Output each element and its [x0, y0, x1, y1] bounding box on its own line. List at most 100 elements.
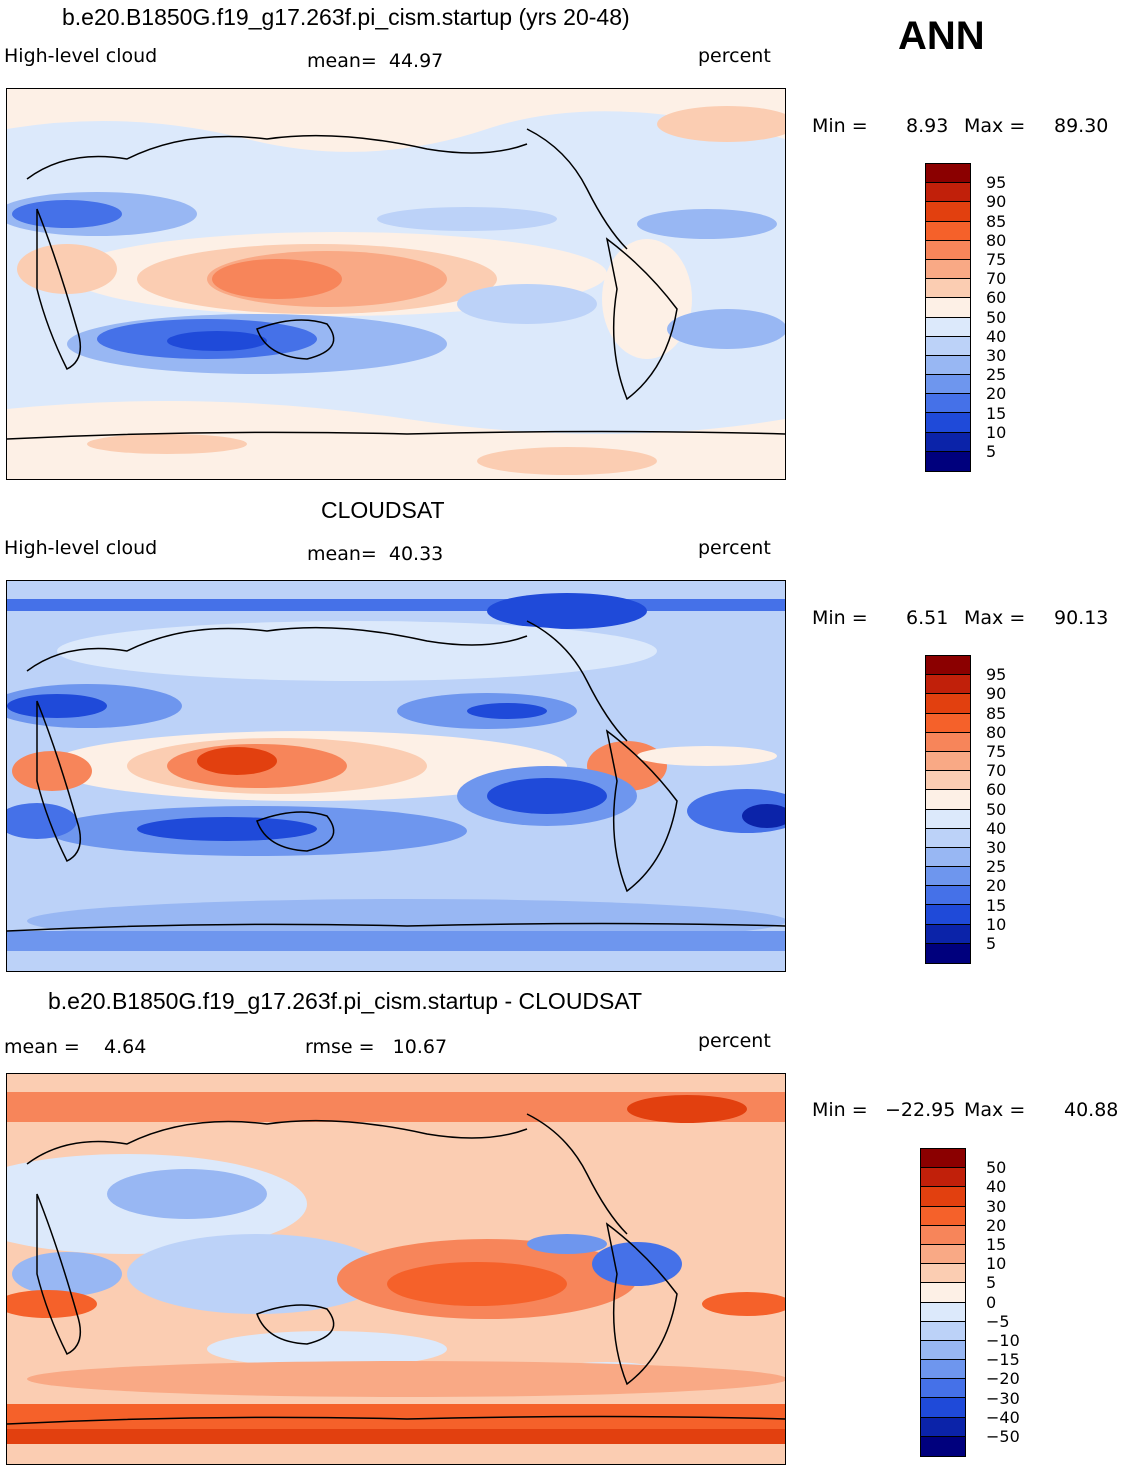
- colorbar-swatch: [926, 164, 970, 184]
- panel1-max-value: 89.30: [1054, 115, 1109, 137]
- panel2-max-value: 90.13: [1054, 607, 1109, 629]
- colorbar-tick-label: 95: [986, 173, 1007, 193]
- panel2-variable-label: High-level cloud: [4, 537, 158, 559]
- colorbar-swatch: [921, 1149, 965, 1169]
- colorbar-swatch: [926, 298, 970, 318]
- colorbar-swatch: [926, 694, 970, 714]
- panel3-max-value: 40.88: [1064, 1099, 1119, 1121]
- colorbar-swatch: [921, 1244, 965, 1265]
- colorbar-tick-label: 60: [986, 288, 1007, 308]
- colorbar-tick-label: 95: [986, 665, 1007, 685]
- colorbar-swatch: [926, 713, 970, 733]
- panel1-max-label: Max =: [964, 115, 1026, 137]
- colorbar-tick-label: 40: [986, 818, 1007, 838]
- panel3-min-value: −22.95: [885, 1099, 956, 1121]
- colorbar-swatch: [921, 1417, 965, 1437]
- colorbar-swatch: [926, 221, 970, 241]
- colorbar-tick-label: 50: [986, 799, 1007, 819]
- panel2-min-label: Min =: [812, 607, 868, 629]
- panel2-max-label: Max =: [964, 607, 1026, 629]
- colorbar-swatch: [926, 451, 970, 471]
- colorbar-tick-label: 50: [986, 307, 1007, 327]
- colorbar-tick-label: 0: [986, 1292, 997, 1312]
- panel3-mean-label: mean = 4.64: [4, 1036, 147, 1058]
- colorbar-swatch: [921, 1321, 965, 1341]
- colorbar-tick-label: 80: [986, 722, 1007, 742]
- colorbar-swatch: [926, 867, 970, 887]
- colorbar-swatch: [926, 943, 970, 963]
- colorbar-tick-label: −10: [986, 1331, 1020, 1350]
- colorbar-tick-label: 40: [986, 326, 1007, 346]
- panel3-title: b.e20.B1850G.f19_g17.263f.pi_cism.startu…: [48, 988, 643, 1014]
- panel1-map: [6, 88, 786, 480]
- panel3-map: [6, 1073, 786, 1465]
- colorbar-swatch: [921, 1360, 965, 1380]
- colorbar-swatch: [921, 1264, 965, 1284]
- colorbar-tick-label: 85: [986, 703, 1007, 723]
- colorbar-swatch: [926, 886, 970, 906]
- colorbar-tick-label: 85: [986, 211, 1007, 231]
- colorbar-tick-label: 10: [986, 422, 1007, 442]
- colorbar-tick-label: 15: [986, 895, 1007, 915]
- colorbar-swatch: [921, 1187, 965, 1207]
- colorbar-tick-label: 5: [986, 1273, 997, 1293]
- colorbar-swatch: [926, 675, 970, 695]
- colorbar-tick-label: −40: [986, 1407, 1020, 1427]
- colorbar-swatch: [926, 375, 970, 395]
- panel1-title: b.e20.B1850G.f19_g17.263f.pi_cism.startu…: [62, 4, 630, 30]
- colorbar-tick-label: 10: [986, 1254, 1007, 1274]
- colorbar-swatch: [926, 771, 970, 791]
- colorbar-tick-label: 70: [986, 269, 1007, 289]
- colorbar-swatch: [921, 1206, 965, 1226]
- panel3-max-label: Max =: [964, 1099, 1026, 1121]
- colorbar-swatch: [926, 732, 970, 752]
- colorbar-tick-label: 15: [986, 1235, 1007, 1254]
- panel2-title: CLOUDSAT: [321, 497, 445, 523]
- colorbar-swatch: [926, 432, 970, 452]
- colorbar-swatch: [926, 202, 970, 222]
- colorbar-swatch: [926, 355, 970, 376]
- colorbar-swatch: [926, 279, 970, 299]
- colorbar-swatch: [926, 183, 970, 203]
- panel3-colorbar: [920, 1148, 966, 1457]
- colorbar-swatch: [926, 259, 970, 280]
- colorbar-tick-label: 40: [986, 1177, 1007, 1197]
- colorbar-tick-label: −30: [986, 1388, 1020, 1408]
- season-label: ANN: [898, 14, 985, 58]
- colorbar-tick-label: −5: [986, 1311, 1010, 1331]
- panel1-min-label: Min =: [812, 115, 868, 137]
- panel1-mean-label: mean= 44.97: [307, 50, 444, 72]
- colorbar-tick-label: 90: [986, 192, 1007, 212]
- colorbar-tick-label: 80: [986, 230, 1007, 250]
- colorbar-tick-label: 20: [986, 1215, 1007, 1235]
- colorbar-swatch: [926, 847, 970, 868]
- colorbar-swatch: [921, 1168, 965, 1188]
- colorbar-tick-label: 70: [986, 761, 1007, 781]
- colorbar-swatch: [926, 751, 970, 772]
- colorbar-tick-label: 75: [986, 742, 1007, 761]
- panel1-min-value: 8.93: [906, 115, 949, 137]
- colorbar-tick-label: −15: [986, 1350, 1020, 1370]
- colorbar-swatch: [921, 1340, 965, 1361]
- colorbar-tick-label: −50: [986, 1427, 1020, 1446]
- colorbar-tick-label: 30: [986, 346, 1007, 365]
- colorbar-swatch: [926, 317, 970, 337]
- colorbar-swatch: [921, 1225, 965, 1245]
- colorbar-tick-label: 20: [986, 384, 1007, 404]
- panel1-units-label: percent: [698, 45, 771, 67]
- colorbar-tick-label: 5: [986, 934, 997, 953]
- colorbar-swatch: [926, 924, 970, 944]
- colorbar-tick-label: −20: [986, 1369, 1020, 1389]
- colorbar-tick-label: 30: [986, 1196, 1007, 1216]
- colorbar-tick-label: 30: [986, 838, 1007, 857]
- colorbar-tick-label: 5: [986, 442, 997, 461]
- panel3-min-label: Min =: [812, 1099, 868, 1121]
- colorbar-tick-label: 10: [986, 914, 1007, 934]
- colorbar-tick-label: 20: [986, 876, 1007, 896]
- colorbar-tick-label: 75: [986, 250, 1007, 269]
- colorbar-swatch: [926, 656, 970, 676]
- colorbar-swatch: [921, 1302, 965, 1322]
- colorbar-swatch: [921, 1436, 965, 1456]
- colorbar-tick-label: 25: [986, 365, 1007, 385]
- panel3-units-label: percent: [698, 1030, 771, 1052]
